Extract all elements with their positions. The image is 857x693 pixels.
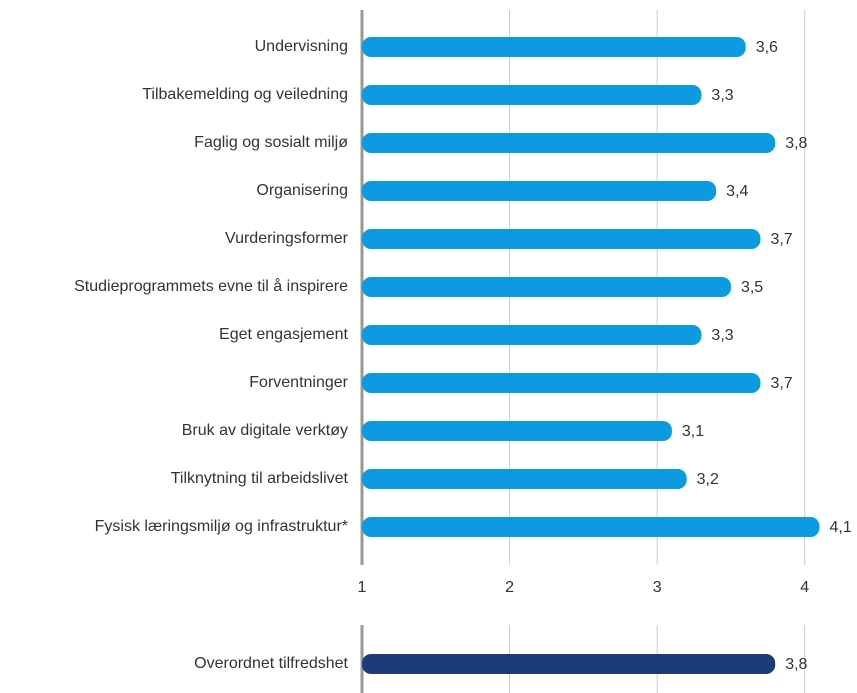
x-tick-label: 1 [358,579,367,596]
bar [362,277,731,297]
bar [362,133,776,153]
category-label: Tilbakemelding og veiledning [142,86,348,103]
bar [362,373,761,393]
value-label: 3,7 [770,375,792,392]
category-label: Vurderingsformer [225,230,349,247]
bar [362,181,717,201]
bar [362,421,672,441]
category-label: Eget engasjement [219,326,349,343]
bar [362,469,687,489]
category-label: Undervisning [255,38,348,55]
bar [362,229,761,249]
value-label: 3,3 [711,87,733,104]
category-label: Bruk av digitale verktøy [182,422,348,439]
x-tick-label: 4 [800,579,809,596]
value-label: 3,3 [711,327,733,344]
category-label: Forventninger [249,374,348,391]
category-label: Faglig og sosialt miljø [194,134,348,151]
bar [362,85,702,105]
category-label: Overordnet tilfredshet [194,655,348,672]
category-label: Fysisk læringsmiljø og infrastruktur* [95,518,348,535]
value-label: 3,1 [682,423,704,440]
value-label: 3,2 [697,471,719,488]
category-label: Tilknytning til arbeidslivet [171,470,349,487]
bar [362,37,746,57]
bar [362,517,820,537]
value-label: 4,1 [829,519,851,536]
value-label: 3,5 [741,279,763,296]
value-label: 3,8 [785,656,807,673]
category-label: Organisering [256,182,348,199]
x-tick-label: 2 [505,579,514,596]
value-label: 3,4 [726,183,748,200]
bar [362,654,776,674]
value-label: 3,7 [770,231,792,248]
value-label: 3,8 [785,135,807,152]
x-tick-label: 3 [653,579,662,596]
category-label: Studieprogrammets evne til å inspirere [74,277,348,295]
value-label: 3,6 [756,39,778,56]
bar [362,325,702,345]
